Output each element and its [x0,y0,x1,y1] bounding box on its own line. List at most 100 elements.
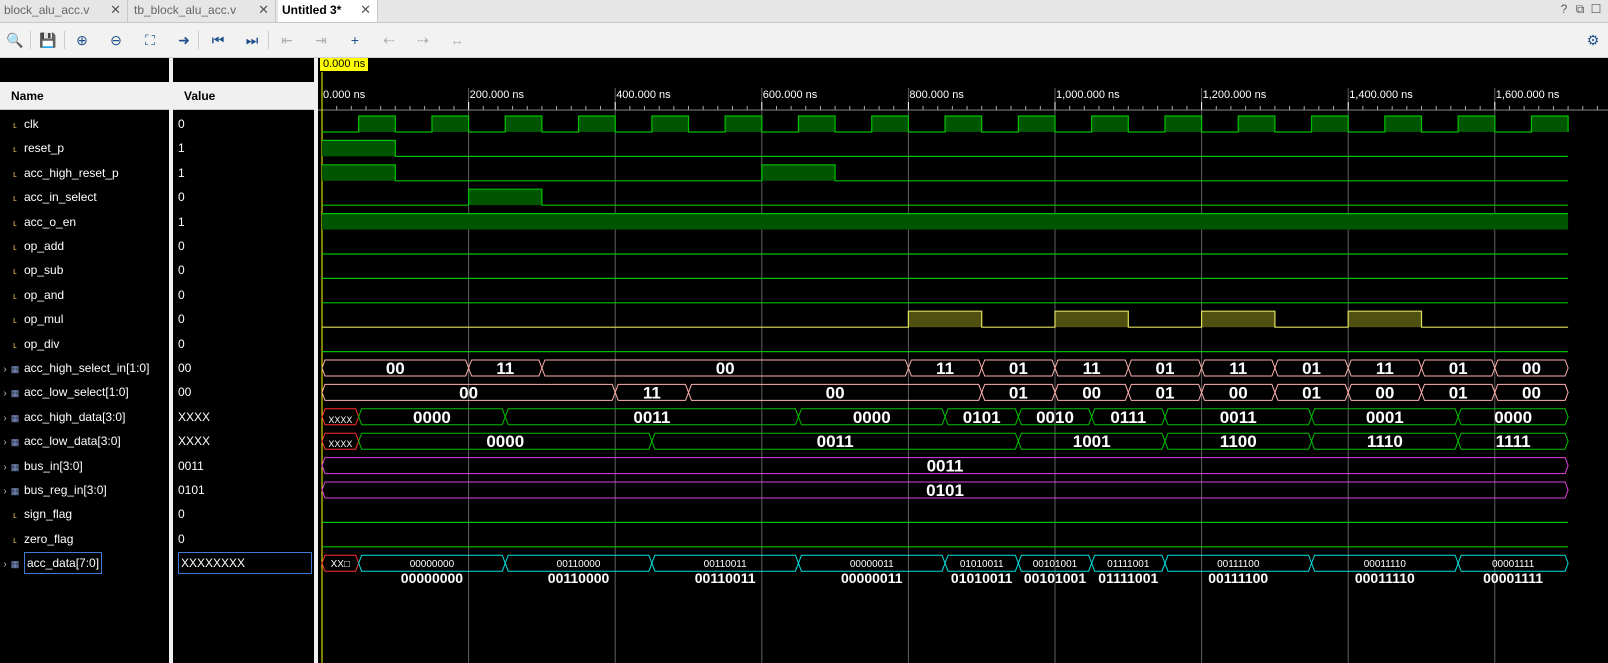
signal-row-op-div[interactable]: ʟ op_div [0,332,59,356]
waveform-clk-high-fill [505,116,542,132]
expand-chevron-icon[interactable]: › [3,486,7,497]
tab-label: Untitled 3* [282,3,342,17]
signal-row-acc-low-select-1-0[interactable]: › ▦ acc_low_select[1:0] [0,380,128,404]
save-icon[interactable]: 💾 [39,32,57,48]
go-to-end-icon[interactable]: ⏭ [245,32,259,48]
segment-value: 00 [1522,359,1541,378]
expand-chevron-icon[interactable]: › [3,412,7,424]
waveform-acc-data-7-0-segment[interactable] [1457,554,1569,572]
add-marker-icon[interactable]: + [350,32,360,48]
go-to-cursor-icon[interactable]: ➜ [178,32,190,48]
go-to-start-icon[interactable]: ⏮ [211,32,225,48]
expand-chevron-icon[interactable]: › [3,388,7,400]
signal-name: reset_p [24,141,65,156]
signal-row-op-and[interactable]: ʟ op_and [0,283,64,307]
segment-value: 00101001 [1033,559,1078,570]
segment-value: 0010 [1036,408,1074,427]
waveform-bus-reg-in-3-0-segment[interactable] [321,481,1569,499]
waveform-acc-high-select-in-1-0-segment[interactable] [1494,359,1569,377]
signal-row-op-add[interactable]: ʟ op_add [0,234,64,258]
signal-value: XXXX [178,405,210,429]
zoom-in-icon[interactable]: ⊕ [76,32,88,48]
close-icon[interactable]: ✕ [258,2,269,17]
search-icon[interactable]: 🔍 [6,32,24,48]
segment-value: 00 [1082,383,1101,402]
signal-row-acc-data-7-0[interactable]: › ▦ acc_data[7:0] [0,551,103,575]
signal-row-acc-high-reset-p[interactable]: ʟ acc_high_reset_p [0,161,119,185]
tab-tb-block-alu-acc[interactable]: tb_block_alu_acc.v ✕ [130,0,276,22]
bit-signal-icon: ʟ [13,339,17,350]
waveform-op-mul[interactable] [322,310,1569,328]
segment-value: 01111001 [1107,559,1150,570]
signal-value: 0 [178,112,185,136]
waveform-acc-low-select-1-0-segment[interactable] [1494,383,1569,401]
waveform-canvas[interactable]: 0.000 ns 0.000 ns 200.000 ns 400.000 ns 600… [318,58,1608,663]
tab-block-alu-acc[interactable]: block_alu_acc.v ✕ [0,0,128,22]
segment-value: 01 [1449,359,1468,378]
pane-divider[interactable] [314,58,318,663]
waveform-acc-in-select-high-fill [468,189,542,206]
segment-value: 0001 [1366,408,1404,427]
segment-value: 01 [1155,359,1174,378]
waveform-clk-high-fill [651,116,689,132]
signal-row-bus-reg-in-3-0[interactable]: › ▦ bus_reg_in[3:0] [0,478,106,502]
signal-row-acc-in-select[interactable]: ʟ acc_in_select [0,185,97,209]
segment-value-large: 00011110 [1355,570,1415,586]
segment-value-large: 01111001 [1098,570,1158,586]
waveform-acc-in-select[interactable] [322,188,1569,206]
restore-icon[interactable]: ⧉ [1575,2,1585,16]
expand-chevron-icon[interactable]: › [3,364,7,375]
signal-row-op-mul[interactable]: ʟ op_mul [0,307,63,331]
signal-row-bus-in-3-0[interactable]: › ▦ bus_in[3:0] [0,454,82,478]
signal-row-acc-high-data-3-0[interactable]: › ▦ acc_high_data[3:0] [0,405,125,429]
expand-chevron-icon[interactable]: › [3,437,7,449]
segment-value: XX□ [331,559,350,570]
settings-gear-icon[interactable]: ⚙ [1586,32,1600,48]
maximize-icon[interactable]: ☐ [1590,2,1602,16]
signal-row-acc-o-en[interactable]: ʟ acc_o_en [0,210,76,234]
close-icon[interactable]: ✕ [360,2,371,17]
signal-row-acc-low-data-3-0[interactable]: › ▦ acc_low_data[3:0] [0,429,120,453]
signal-value-text: 0 [178,287,185,302]
signal-name-pane: Name ʟ clk ʟ reset_p ʟ acc_high_reset_p ʟ acc_i… [0,58,169,663]
segment-value: 11 [1083,359,1101,378]
signal-name: op_div [24,336,60,351]
waveform-clk-high-fill [1384,116,1422,132]
segment-value: 00011110 [1364,559,1407,570]
zoom-fit-icon[interactable]: ⛶ [145,32,155,48]
name-column-header[interactable]: Name [0,82,169,110]
signal-row-acc-high-select-in-1-0[interactable]: › ▦ acc_high_select_in[1:0] [0,356,149,380]
signal-row-op-sub[interactable]: ʟ op_sub [0,258,63,282]
waveform-reset-p[interactable] [322,139,1569,157]
waveform-op-mul-high-fill [1201,311,1275,328]
signal-value-text: XXXXXXXX [178,552,312,575]
bit-signal-icon: ʟ [13,242,17,252]
segment-value-large: 00001111 [1483,570,1543,586]
time-tick-label: 200.000 ns [470,89,525,101]
expand-chevron-icon[interactable]: › [3,461,7,473]
pane-divider[interactable] [169,58,173,663]
segment-value: 0011 [927,457,964,476]
signal-row-reset-p[interactable]: ʟ reset_p [0,136,64,160]
signal-value-text: 0 [178,507,185,522]
expand-chevron-icon[interactable]: › [3,559,7,571]
waveform-acc-high-reset-p[interactable] [322,164,1569,182]
signal-name: op_mul [24,312,64,327]
signal-row-zero-flag[interactable]: ʟ zero_flag [0,527,73,551]
signal-name: acc_in_select [24,190,97,205]
segment-value: 01 [1009,383,1028,402]
tab-untitled-3[interactable]: Untitled 3* ✕ [278,0,378,22]
zoom-out-icon[interactable]: ⊖ [110,32,122,48]
signal-value-text: 0 [178,336,185,351]
waveform-svg[interactable]: 0.000 ns 200.000 ns 400.000 ns 600.000 ns 80… [318,58,1608,663]
waveform-clk[interactable] [322,115,1569,133]
value-column-header[interactable]: Value [173,82,314,110]
signal-row-sign-flag[interactable]: ʟ sign_flag [0,502,72,526]
waveform-bus-in-3-0-segment[interactable] [321,457,1569,475]
help-icon[interactable]: ? [1560,2,1568,16]
signal-row-clk[interactable]: ʟ clk [0,112,39,136]
waveform-acc-high-data-3-0-segment[interactable] [1457,408,1569,426]
close-icon[interactable]: ✕ [110,2,121,17]
waveform-op-mul-high-fill [1055,311,1129,328]
waveform-acc-low-data-3-0-segment[interactable] [1457,432,1569,450]
